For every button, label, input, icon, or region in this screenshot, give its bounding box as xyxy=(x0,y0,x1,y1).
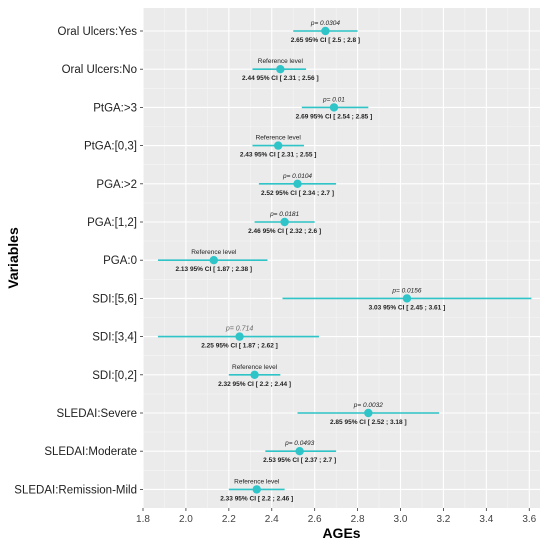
annotation-label: p= 0.0032 xyxy=(353,402,383,409)
x-tick-label: 1.8 xyxy=(136,514,150,525)
ci-label: 2.32 95% CI [ 2.2 ; 2.44 ] xyxy=(218,381,291,388)
x-tick-label: 3.4 xyxy=(479,514,493,525)
x-tick-label: 2.0 xyxy=(179,514,193,525)
category-label: SDI:[5,6] xyxy=(92,293,137,305)
x-tick-labels: 1.8 2.0 2.2 2.4 2.6 2.8 3.0 3.2 3.4 3.6 xyxy=(136,508,537,525)
x-tick-label: 2.8 xyxy=(351,514,365,525)
x-tick-label: 2.4 xyxy=(265,514,279,525)
estimate-point xyxy=(402,294,412,303)
annotation-label: Reference level xyxy=(234,478,280,485)
ci-label: 2.25 95% CI [ 1.87 ; 2.62 ] xyxy=(201,343,278,350)
category-label: PtGA:>3 xyxy=(93,102,137,114)
ci-label: 2.43 95% CI [ 2.31 ; 2.55 ] xyxy=(240,152,317,159)
annotation-label: p= 0.0304 xyxy=(310,20,340,27)
category-label: PGA:0 xyxy=(103,255,137,267)
x-tick-label: 3.2 xyxy=(436,514,450,525)
category-label: PtGA:[0,3] xyxy=(84,141,137,153)
estimate-point xyxy=(293,179,302,188)
annotation-label: Reference level xyxy=(258,58,304,65)
x-tick-label: 2.6 xyxy=(308,514,322,525)
y-axis-label: Variables xyxy=(5,227,21,289)
annotation-label: p= 0.0181 xyxy=(269,211,299,218)
estimate-point xyxy=(209,256,219,265)
ci-label: 2.46 95% CI [ 2.32 ; 2.6 ] xyxy=(248,228,321,235)
annotation-label: p= 0.0493 xyxy=(284,440,314,447)
estimate-point xyxy=(235,332,244,341)
ci-label: 2.69 95% CI [ 2.54 ; 2.85 ] xyxy=(296,113,373,120)
category-label: SDI:[3,4] xyxy=(92,332,137,344)
category-label: SLEDAI:Severe xyxy=(56,408,137,420)
estimate-point xyxy=(329,103,339,112)
estimate-point xyxy=(280,217,289,227)
x-tick-label: 3.6 xyxy=(522,514,536,525)
ci-label: 2.65 95% CI [ 2.5 ; 2.8 ] xyxy=(291,37,360,44)
estimate-point xyxy=(321,26,330,36)
estimate-point xyxy=(295,447,304,456)
category-label: SDI:[0,2] xyxy=(92,370,137,382)
plot-panel xyxy=(143,8,540,508)
category-label: PGA:>2 xyxy=(96,179,137,191)
annotation-label: p= 0.714 xyxy=(225,326,254,333)
estimate-point xyxy=(273,141,283,150)
x-tick-label: 2.2 xyxy=(222,514,236,525)
annotation-label: Reference level xyxy=(232,364,278,371)
annotation-label: p= 0.0104 xyxy=(282,173,312,180)
ci-label: 2.53 95% CI [ 2.37 ; 2.7 ] xyxy=(263,457,336,464)
data-marks: p= 0.0304 2.65 95% CI [ 2.5 ; 2.8 ] Refere… xyxy=(158,20,532,502)
annotation-label: p= 0.01 xyxy=(322,96,345,103)
category-label: PGA:[1,2] xyxy=(87,217,137,229)
annotation-label: Reference level xyxy=(191,249,237,256)
annotation-label: p= 0.0156 xyxy=(391,287,421,294)
x-axis-label: AGEs xyxy=(322,525,360,541)
ci-label: 2.44 95% CI [ 2.31 ; 2.56 ] xyxy=(242,75,319,82)
minor-gridlines xyxy=(143,8,540,508)
ci-label: 2.33 95% CI [ 2.2 ; 2.46 ] xyxy=(220,495,293,502)
ci-label: 2.85 95% CI [ 2.52 ; 3.18 ] xyxy=(330,419,407,426)
category-label: SLEDAI:Moderate xyxy=(44,446,137,458)
category-label: Oral Ulcers:Yes xyxy=(58,26,138,38)
category-label: Oral Ulcers:No xyxy=(62,64,137,76)
estimate-point xyxy=(364,408,373,418)
estimate-point xyxy=(252,485,261,494)
estimate-point xyxy=(250,370,259,379)
category-labels: Oral Ulcers:Yes Oral Ulcers:No PtGA:>3 PtGA… xyxy=(14,26,143,496)
ci-label: 3.03 95% CI [ 2.45 ; 3.61 ] xyxy=(369,304,446,311)
category-label: SLEDAI:Remission-Mild xyxy=(14,484,137,496)
estimate-point xyxy=(276,65,285,74)
annotation-label: Reference level xyxy=(256,135,302,142)
ci-label: 2.13 95% CI [ 1.87 ; 2.38 ] xyxy=(176,266,253,273)
x-tick-label: 3.0 xyxy=(394,514,408,525)
ci-label: 2.52 95% CI [ 2.34 ; 2.7 ] xyxy=(261,190,334,197)
